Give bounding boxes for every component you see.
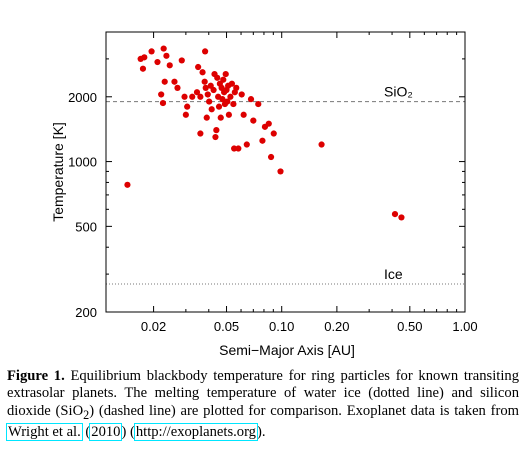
data-point xyxy=(391,211,399,218)
data-point xyxy=(224,98,231,105)
data-point xyxy=(219,96,226,103)
citation-link-year[interactable]: 2010 xyxy=(89,422,123,441)
data-point xyxy=(240,111,247,118)
data-point xyxy=(213,127,220,134)
data-points xyxy=(124,45,405,221)
data-point xyxy=(267,153,275,161)
data-point xyxy=(214,74,221,81)
y-tick-label-0: 200 xyxy=(75,305,97,320)
data-point xyxy=(154,58,161,66)
data-point xyxy=(178,57,185,64)
y-tick-label-1: 500 xyxy=(75,219,97,234)
data-point xyxy=(225,111,232,118)
data-point xyxy=(270,130,277,137)
data-point xyxy=(174,84,181,91)
data-point xyxy=(247,96,255,103)
data-point xyxy=(197,93,204,100)
data-point xyxy=(227,93,234,100)
caption-paren: ( xyxy=(81,423,91,440)
y-axis-label: Temperature [K] xyxy=(50,122,66,222)
data-point xyxy=(235,145,242,152)
citation-link-author[interactable]: Wright et al. xyxy=(6,422,83,441)
data-point xyxy=(220,76,227,83)
data-point xyxy=(159,99,167,107)
data-point xyxy=(202,48,209,55)
data-point xyxy=(158,91,165,98)
data-point xyxy=(277,168,284,175)
data-point xyxy=(182,111,189,118)
data-point xyxy=(208,106,215,113)
x-tick-label-0: 0.02 xyxy=(141,319,166,334)
x-tick-label-3: 0.20 xyxy=(324,319,349,334)
data-point xyxy=(204,91,211,98)
caption-subscript: 2 xyxy=(83,407,90,422)
caption-label: Figure 1. xyxy=(7,368,65,384)
reference-label-0: SiO₂ xyxy=(384,84,413,100)
data-point xyxy=(124,181,131,188)
axis-ticks: 0.02 0.05 0.10 0.20 0.50 1.00 200 500 1000 2000 xyxy=(68,32,478,334)
data-point xyxy=(139,65,147,72)
data-point xyxy=(166,62,173,69)
data-point xyxy=(195,63,202,71)
data-point xyxy=(222,70,229,78)
data-point xyxy=(217,114,224,121)
data-point xyxy=(202,84,209,91)
data-point xyxy=(148,48,155,55)
data-point xyxy=(233,84,240,91)
data-point xyxy=(228,80,236,87)
data-point xyxy=(141,54,148,61)
reference-label-1: Ice xyxy=(384,266,403,282)
data-point xyxy=(318,141,325,148)
data-point xyxy=(171,78,178,85)
plot-frame xyxy=(105,31,466,313)
data-point xyxy=(161,78,168,85)
caption-text-2: ) (dashed line) are plotted for comparis… xyxy=(89,402,519,419)
caption-text: Equilibrium blackbody temperature for ri… xyxy=(7,368,519,419)
data-point xyxy=(160,45,167,52)
x-tick-label-4: 0.50 xyxy=(397,319,422,334)
scatter-chart: 0.02 0.05 0.10 0.20 0.50 1.00 200 500 1000 2000 S… xyxy=(50,31,478,358)
data-point xyxy=(238,91,245,98)
data-point xyxy=(210,86,217,94)
x-tick-label-5: 1.00 xyxy=(452,319,477,334)
x-tick-label-1: 0.05 xyxy=(214,319,239,334)
data-point xyxy=(206,98,213,105)
data-point xyxy=(265,120,272,127)
data-point xyxy=(259,137,266,144)
data-point xyxy=(193,89,201,96)
caption-paren-2: ) ( xyxy=(121,423,135,440)
x-tick-label-2: 0.10 xyxy=(269,319,294,334)
y-tick-label-3: 2000 xyxy=(68,90,97,105)
data-point xyxy=(203,114,210,121)
data-point xyxy=(243,141,250,148)
data-point xyxy=(250,117,257,124)
data-point xyxy=(199,69,206,76)
data-point xyxy=(181,93,188,100)
x-axis-label: Semi−Major Axis [AU] xyxy=(219,342,355,358)
data-point xyxy=(163,52,170,59)
data-point xyxy=(189,93,196,100)
data-point xyxy=(212,133,219,141)
y-tick-label-2: 1000 xyxy=(68,155,97,170)
reference-lines xyxy=(106,101,465,285)
exoplanets-url-link[interactable]: http://exoplanets.org xyxy=(133,422,258,441)
data-point xyxy=(255,100,262,108)
caption-tail: ). xyxy=(256,423,266,440)
data-point xyxy=(398,214,405,221)
data-point xyxy=(201,78,208,85)
figure-caption: Figure 1. Equilibrium blackbody temperat… xyxy=(6,368,519,441)
data-point xyxy=(197,130,204,137)
data-point xyxy=(215,103,223,110)
data-point xyxy=(230,100,237,108)
reference-line-labels: SiO₂ Ice xyxy=(384,84,413,282)
data-point xyxy=(184,103,191,110)
